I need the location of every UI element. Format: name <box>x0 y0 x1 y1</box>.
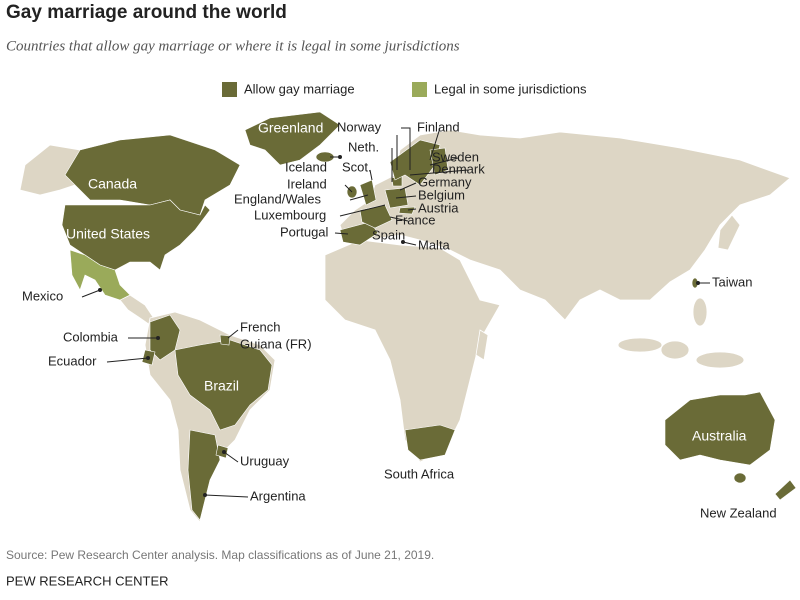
map-label: Portugal <box>280 224 329 239</box>
map-label: Greenland <box>258 120 323 136</box>
map-label: Malta <box>418 237 451 252</box>
map-label: Australia <box>692 428 747 444</box>
map-label: Luxembourg <box>254 207 326 222</box>
map-labels: Greenland Canada United States Norway Fi… <box>22 119 777 520</box>
map-label: Finland <box>417 119 460 134</box>
map-label: Iceland <box>285 159 327 174</box>
map-label: Neth. <box>348 139 379 154</box>
map-label: Germany <box>418 174 472 189</box>
source: Source: Pew Research Center analysis. Ma… <box>6 548 434 562</box>
map-label: Belgium <box>418 187 465 202</box>
legend-swatch <box>412 82 427 97</box>
map-label: Austria <box>418 200 459 215</box>
map-label: Canada <box>88 176 137 192</box>
subtitle: Countries that allow gay marriage or whe… <box>6 38 460 54</box>
map-label: Guiana (FR) <box>240 336 312 351</box>
map-label: Uruguay <box>240 453 290 468</box>
map <box>19 111 797 523</box>
map-label: Spain <box>372 227 405 242</box>
map-label: Colombia <box>63 329 119 344</box>
map-label: United States <box>66 226 150 242</box>
map-label: Denmark <box>432 161 485 176</box>
organization: PEW RESEARCH CENTER <box>6 573 169 588</box>
map-label: New Zealand <box>700 505 777 520</box>
map-label: South Africa <box>384 466 455 481</box>
leader-lines <box>81 127 710 498</box>
map-label: Ireland <box>287 176 327 191</box>
title: Gay marriage around the world <box>6 2 287 23</box>
legend-label: Legal in some jurisdictions <box>434 81 587 96</box>
map-label: Norway <box>337 119 382 134</box>
map-label: Mexico <box>22 288 63 303</box>
map-label: England/Wales <box>234 191 321 206</box>
map-label: Ecuador <box>48 353 97 368</box>
map-label: French <box>240 319 280 334</box>
legend-label: Allow gay marriage <box>244 81 355 96</box>
map-label: France <box>395 212 435 227</box>
map-label: Brazil <box>204 378 239 394</box>
legend-swatch <box>222 82 237 97</box>
map-label: Argentina <box>250 488 306 503</box>
map-label: Sweden <box>432 149 479 164</box>
map-label: Scot. <box>342 159 372 174</box>
map-label: Taiwan <box>712 274 752 289</box>
